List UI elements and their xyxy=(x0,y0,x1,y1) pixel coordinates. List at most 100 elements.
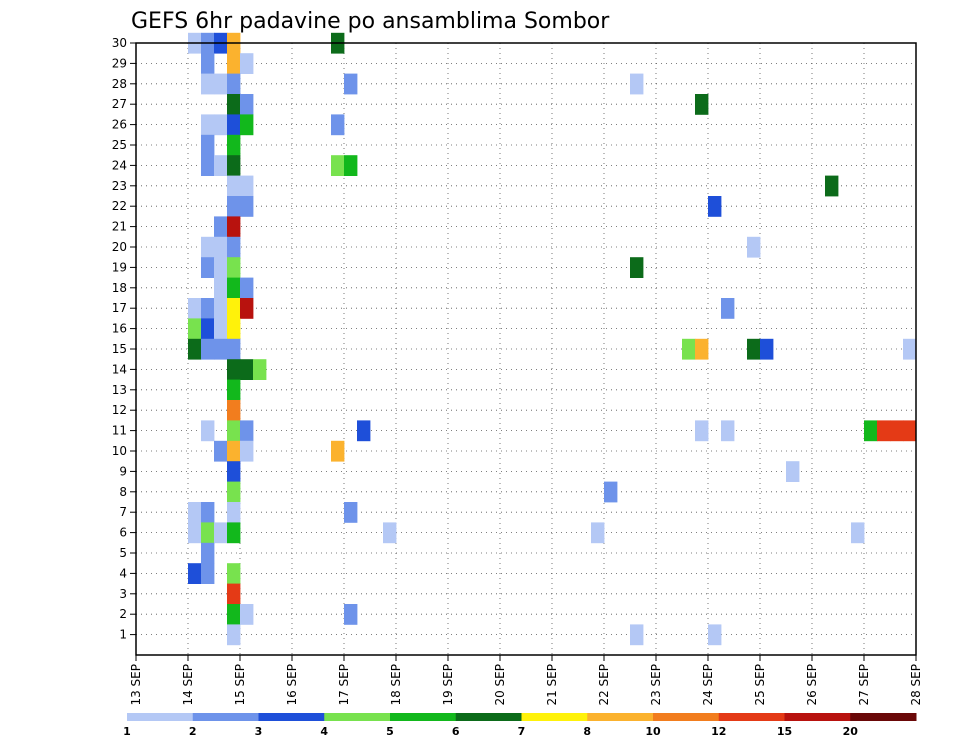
heatmap-cell xyxy=(188,338,202,360)
legend-label: 7 xyxy=(518,725,526,738)
heatmap-cell xyxy=(721,298,735,319)
heatmap-cell xyxy=(201,542,215,564)
heatmap-cell xyxy=(227,216,241,238)
y-tick-label: 15 xyxy=(112,342,127,356)
y-tick-label: 24 xyxy=(112,158,127,172)
heatmap-cell xyxy=(786,461,800,482)
heatmap-cell xyxy=(214,440,228,462)
heatmap-cell xyxy=(214,277,228,299)
heatmap-cell xyxy=(240,94,254,115)
heatmap-cell xyxy=(227,379,241,401)
heatmap-cell xyxy=(903,420,917,442)
heatmap-cell xyxy=(201,318,215,340)
y-tick-label: 23 xyxy=(112,179,127,193)
y-tick-label: 19 xyxy=(112,260,127,274)
y-tick-label: 25 xyxy=(112,138,127,152)
heatmap-cell xyxy=(188,502,202,523)
y-tick-label: 22 xyxy=(112,199,127,213)
heatmap-cell xyxy=(227,502,241,523)
heatmap-cell xyxy=(201,236,215,258)
heatmap-cell xyxy=(188,298,202,319)
heatmap-cell xyxy=(227,257,241,278)
y-tick-label: 10 xyxy=(112,444,127,458)
heatmap-cell xyxy=(747,338,761,360)
legend-swatch xyxy=(587,713,654,721)
heatmap-cell xyxy=(630,624,644,646)
y-tick-label: 3 xyxy=(119,587,127,601)
heatmap-cell xyxy=(201,298,215,319)
heatmap-cell xyxy=(604,481,618,503)
heatmap-cell xyxy=(201,257,215,278)
x-tick-label: 14 SEP xyxy=(181,664,195,706)
heatmap-cell xyxy=(240,175,254,197)
heatmap-cell xyxy=(344,502,358,523)
chart-title: GEFS 6hr padavine po ansamblima Sombor xyxy=(131,9,610,34)
x-tick-label: 24 SEP xyxy=(701,664,715,706)
legend-swatch xyxy=(192,713,259,721)
heatmap-cell xyxy=(227,583,241,605)
heatmap-cell xyxy=(253,359,267,380)
heatmap-cell xyxy=(214,236,228,258)
heatmap-cell xyxy=(227,196,241,217)
heatmap-cell xyxy=(227,420,241,442)
heatmap-cell xyxy=(201,53,215,74)
legend-swatch xyxy=(258,713,325,721)
heatmap-cell xyxy=(240,604,254,625)
heatmap-cell xyxy=(214,338,228,360)
heatmap-cell xyxy=(240,420,254,442)
y-tick-label: 4 xyxy=(119,566,127,580)
heatmap-cell xyxy=(591,522,605,544)
heatmap-cell xyxy=(851,522,865,544)
legend-swatch xyxy=(521,713,588,721)
legend-label: 8 xyxy=(583,725,591,738)
heatmap-cell xyxy=(227,298,241,319)
heatmap-cell xyxy=(357,420,371,442)
heatmap-cell xyxy=(760,338,774,360)
heatmap-cell xyxy=(227,461,241,482)
legend-label: 5 xyxy=(386,725,394,738)
x-tick-label: 18 SEP xyxy=(389,664,403,706)
legend-swatch xyxy=(390,713,457,721)
heatmap-cell xyxy=(214,318,228,340)
legend-label: 4 xyxy=(320,725,328,738)
heatmap-cell xyxy=(214,216,228,238)
x-tick-label: 15 SEP xyxy=(233,664,247,706)
heatmap-cell xyxy=(227,94,241,115)
heatmap-cell xyxy=(201,73,215,95)
heatmap-cell xyxy=(201,134,215,156)
legend-label: 1 xyxy=(123,725,131,738)
heatmap-cell xyxy=(877,420,891,442)
heatmap-cell xyxy=(214,114,228,136)
heatmap-cell xyxy=(903,338,917,360)
x-tick-label: 19 SEP xyxy=(441,664,455,706)
x-tick-label: 25 SEP xyxy=(753,664,767,706)
y-tick-label: 21 xyxy=(112,220,127,234)
x-tick-label: 20 SEP xyxy=(493,664,507,706)
y-tick-label: 11 xyxy=(112,424,127,438)
y-tick-label: 7 xyxy=(119,505,127,519)
y-tick-label: 29 xyxy=(112,56,127,70)
x-tick-label: 13 SEP xyxy=(129,664,143,706)
legend-swatch xyxy=(784,713,851,721)
heatmap-cell xyxy=(630,73,644,95)
y-tick-label: 13 xyxy=(112,383,127,397)
legend-swatch xyxy=(324,713,391,721)
heatmap-cell xyxy=(201,114,215,136)
legend-swatch xyxy=(718,713,785,721)
heatmap-cell xyxy=(201,155,215,176)
heatmap-cell xyxy=(240,277,254,299)
color-legend: 1 2 3 4 5 6 7 8 10 12 15 20 xyxy=(123,713,917,738)
heatmap-cell xyxy=(344,604,358,625)
heatmap-cell xyxy=(747,236,761,258)
heatmap-cell xyxy=(695,420,709,442)
heatmap-cell xyxy=(331,114,345,136)
heatmap-cell xyxy=(227,481,241,503)
heatmap-cell xyxy=(682,338,696,360)
heatmap-cell xyxy=(344,155,358,176)
heatmap-cell xyxy=(227,624,241,646)
legend-swatch xyxy=(455,713,522,721)
legend-swatch xyxy=(850,713,917,721)
y-tick-label: 9 xyxy=(119,464,127,478)
heatmap-cell xyxy=(708,196,722,217)
heatmap-cell xyxy=(695,94,709,115)
